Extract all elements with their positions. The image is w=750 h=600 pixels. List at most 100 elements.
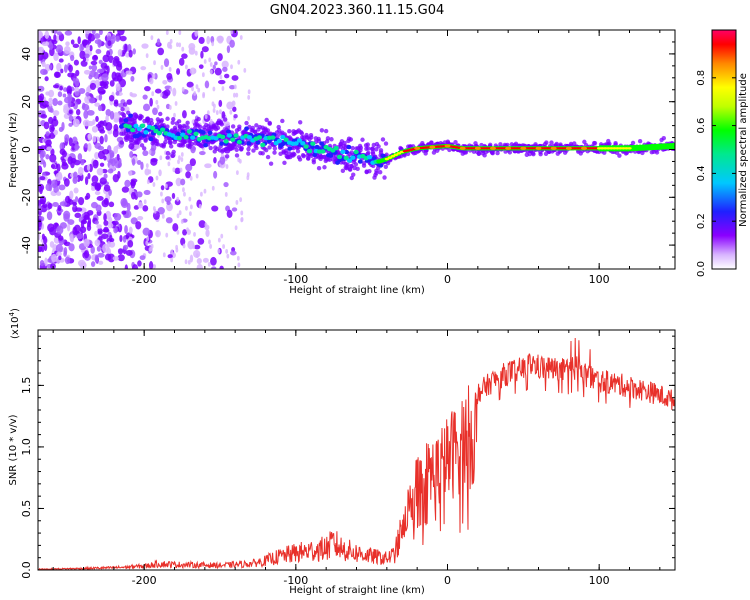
spectrogram-cell (72, 136, 78, 144)
spectrogram-cell (239, 145, 244, 151)
spectrogram-cell (52, 30, 58, 34)
spectrogram-cell (229, 39, 235, 48)
spectrogram-cell (466, 147, 471, 150)
y-tick-label: 40 (20, 47, 33, 61)
spectrogram-cell (213, 170, 218, 179)
spectrogram-cell (131, 157, 136, 166)
spectrogram-cell (39, 176, 46, 181)
spectrogram-cell (38, 232, 41, 241)
spectrogram-cell (73, 59, 79, 66)
spectrogram-cell (498, 142, 503, 147)
spectrogram-cell (287, 146, 293, 151)
spectrogram-cell (51, 253, 58, 263)
spectrogram-cell (293, 141, 299, 146)
spectrogram-cell (96, 246, 101, 252)
spectrogram-cell (69, 190, 74, 200)
spectrogram-cell (200, 130, 206, 135)
spectrogram-cell (172, 223, 179, 232)
spectrogram-cell (474, 146, 481, 150)
x-tick-label: 100 (589, 574, 610, 587)
spectrogram-cell (343, 155, 349, 161)
spectrogram-cell (204, 163, 212, 169)
spectrogram-cell (239, 35, 243, 40)
spectrogram-cell (212, 86, 216, 92)
spectrogram-cell (121, 186, 130, 193)
spectrogram-cell (280, 118, 285, 124)
spectrogram-cell (137, 132, 143, 137)
spectrogram-cell (176, 213, 180, 219)
spectrogram-cell (202, 93, 205, 99)
spectrogram-cell (97, 105, 103, 112)
spectrogram-cell (254, 123, 259, 128)
spectrogram-cell (103, 213, 107, 222)
spectrogram-cell (284, 148, 289, 153)
spectrogram-cell (295, 148, 301, 154)
spectrogram-cell (661, 135, 666, 141)
spectrogram-cell (115, 91, 120, 96)
spectrogram-cell (383, 141, 389, 146)
spectrogram-cell (596, 147, 602, 150)
spectrogram-cell (204, 114, 208, 119)
spectrogram-cell (214, 61, 218, 66)
spectrogram-cell (146, 236, 150, 242)
spectrogram-cell (180, 157, 184, 162)
spectrogram-cell (142, 227, 151, 236)
spectrogram-cell (209, 119, 213, 124)
spectrogram-cell (319, 141, 325, 146)
spectrogram-cell (68, 199, 74, 205)
spectrogram-cell (180, 152, 184, 157)
spectrogram-cell (46, 211, 53, 221)
spectrogram-cell (42, 51, 49, 60)
spectrogram-cell (143, 137, 148, 142)
spectrogram-cell (255, 140, 261, 145)
spectrogram-cell (185, 125, 190, 130)
spectrogram-cell (244, 126, 249, 131)
spectrogram-cell (538, 151, 543, 157)
spectrogram-cell (62, 93, 67, 98)
spectrogram-cell (217, 53, 223, 61)
spectrogram-cell (142, 103, 151, 112)
spectrogram-cell (132, 118, 137, 124)
spectrogram-cell (125, 127, 131, 133)
spectrogram-cell (39, 185, 43, 195)
colorbar-gradient (712, 30, 736, 269)
spectrogram-cell (101, 233, 109, 240)
spectrogram-cell (188, 196, 192, 202)
spectrogram-cell (316, 166, 322, 171)
spectrogram-cell (117, 248, 124, 255)
spectrogram-cell (103, 220, 109, 226)
spectrogram-cell (117, 30, 125, 36)
spectrogram-cell (96, 224, 102, 229)
spectrogram-cell (220, 134, 226, 140)
spectrogram-cell (357, 159, 363, 164)
spectrogram-cell (102, 54, 110, 63)
spectrogram-cell (236, 139, 243, 145)
spectrogram-cell (56, 191, 62, 196)
spectrogram-cell (162, 80, 168, 85)
spectrogram-cell (174, 167, 181, 175)
spectrogram-cell (107, 40, 112, 47)
spectrogram-cell (194, 50, 198, 56)
spectrogram-cell (38, 30, 43, 38)
spectrogram-cell (603, 147, 608, 150)
spectrogram-cell (97, 252, 105, 258)
spectrogram-cell (252, 129, 258, 134)
spectrogram-cell (197, 124, 203, 130)
spectrogram-cell (183, 139, 189, 144)
spectrogram-cell (231, 207, 238, 212)
spectrogram-cell (185, 163, 193, 172)
spectrogram-cell (43, 121, 50, 130)
spectrogram-cell (125, 70, 133, 75)
spectrogram-cell (378, 163, 384, 168)
spectrogram-cell (67, 156, 73, 165)
spectrogram-cell (264, 117, 269, 123)
spectrogram-cell (211, 185, 215, 191)
spectrogram-cell (108, 216, 113, 225)
spectrogram-cell (87, 172, 91, 180)
spectrogram-cell (238, 158, 242, 164)
spectrogram-cell (121, 210, 127, 215)
spectrogram-cell (59, 201, 68, 207)
spectrogram-cell (148, 149, 152, 155)
spectrogram-cell (72, 176, 78, 184)
spectrogram-cell (212, 64, 216, 70)
